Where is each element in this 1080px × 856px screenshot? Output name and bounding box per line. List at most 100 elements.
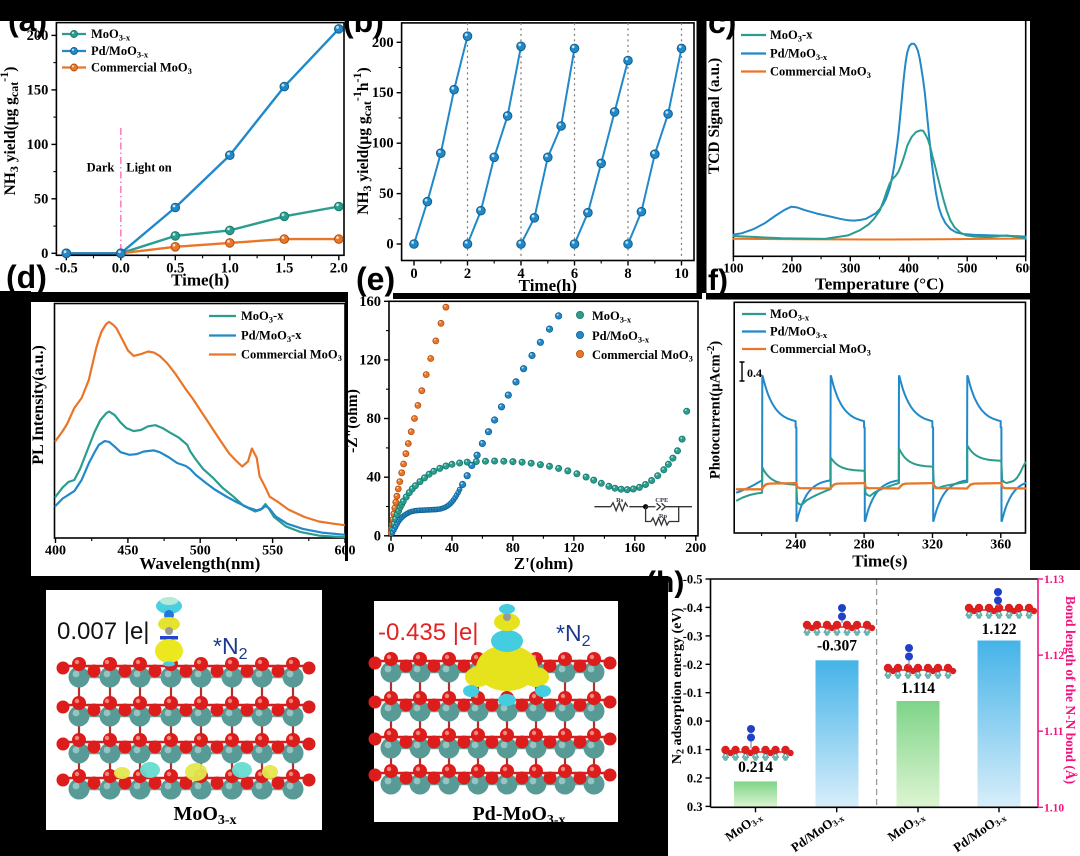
svg-text:Pd/MoO3-x: Pd/MoO3-x [788, 808, 846, 856]
svg-text:100: 100 [723, 260, 744, 275]
svg-text:MoO3-x: MoO3-x [91, 27, 131, 43]
svg-text:2: 2 [464, 266, 471, 282]
svg-text:Pd/MoO3-x: Pd/MoO3-x [950, 808, 1008, 856]
svg-text:Commercial MoO3: Commercial MoO3 [241, 348, 342, 364]
svg-text:-0.3: -0.3 [683, 629, 703, 643]
svg-text:-0.4: -0.4 [683, 601, 704, 615]
svg-text:200: 200 [372, 35, 394, 51]
svg-text:0: 0 [410, 266, 417, 282]
svg-text:Temperature (°C): Temperature (°C) [815, 274, 944, 293]
svg-text:-0.307: -0.307 [817, 638, 857, 655]
svg-text:MoO3-x: MoO3-x [722, 808, 765, 845]
svg-text:Time(h): Time(h) [171, 270, 229, 289]
svg-text:400: 400 [899, 260, 920, 275]
svg-text:TCD Signal (a.u.): TCD Signal (a.u.) [706, 58, 723, 174]
svg-text:0.007 |e|: 0.007 |e| [57, 618, 150, 645]
svg-text:-0.2: -0.2 [683, 658, 703, 672]
svg-text:80: 80 [367, 411, 382, 427]
svg-text:-0.5: -0.5 [55, 260, 78, 276]
svg-text:0.5: 0.5 [166, 260, 184, 276]
svg-text:Commercial MoO3: Commercial MoO3 [770, 342, 871, 358]
svg-text:6: 6 [571, 266, 578, 282]
svg-text:1.10: 1.10 [1044, 802, 1064, 814]
svg-text:10: 10 [674, 266, 689, 282]
svg-text:4: 4 [517, 266, 524, 282]
svg-text:8: 8 [624, 266, 631, 282]
svg-text:280: 280 [854, 538, 875, 553]
svg-text:-0.1: -0.1 [683, 686, 703, 700]
svg-text:160: 160 [359, 294, 381, 310]
svg-text:300: 300 [840, 260, 861, 275]
svg-text:Dark: Dark [87, 161, 115, 175]
svg-text:50: 50 [34, 191, 49, 207]
svg-text:0: 0 [386, 237, 393, 253]
svg-text:Time(s): Time(s) [852, 552, 907, 571]
svg-text:50: 50 [379, 186, 394, 202]
svg-text:0.3: 0.3 [687, 800, 703, 814]
svg-text:Bond length of the N-N bond (Å: Bond length of the N-N bond (Å) [1063, 596, 1078, 784]
svg-text:360: 360 [990, 538, 1011, 553]
svg-text:200: 200 [685, 541, 706, 556]
svg-text:320: 320 [922, 538, 943, 553]
svg-text:100: 100 [372, 136, 394, 152]
svg-text:Commercial MoO3: Commercial MoO3 [91, 61, 192, 77]
svg-text:NH3 yield(μg gcat-1h-1): NH3 yield(μg gcat-1h-1) [350, 67, 374, 214]
svg-text:Pd/MoO3-x: Pd/MoO3-x [770, 47, 828, 63]
svg-text:80: 80 [506, 541, 520, 556]
svg-text:0.2: 0.2 [687, 772, 703, 786]
svg-text:f): f) [708, 264, 728, 297]
svg-text:Commercial MoO3: Commercial MoO3 [770, 65, 871, 81]
svg-text:MoO3-x: MoO3-x [770, 307, 810, 323]
svg-text:Photocurrent(μAcm-2): Photocurrent(μAcm-2) [706, 341, 724, 479]
svg-text:Pd/MoO3-x: Pd/MoO3-x [91, 44, 149, 60]
svg-text:Pd/MoO3-x: Pd/MoO3-x [241, 328, 302, 344]
svg-text:0.1: 0.1 [687, 743, 703, 757]
svg-text:MoO3-x: MoO3-x [592, 309, 632, 325]
svg-text:(e): (e) [356, 261, 395, 297]
svg-text:240: 240 [785, 538, 806, 553]
svg-text:500: 500 [190, 544, 211, 559]
svg-text:MoO3-x: MoO3-x [885, 808, 928, 845]
svg-text:NH3 yield(μg gcat-1): NH3 yield(μg gcat-1) [0, 67, 21, 196]
svg-text:40: 40 [367, 470, 382, 486]
svg-text:1.5: 1.5 [275, 260, 293, 276]
svg-text:1.11: 1.11 [1044, 726, 1064, 738]
svg-text:1.114: 1.114 [901, 680, 935, 697]
svg-text:0.0: 0.0 [687, 715, 703, 729]
svg-text:CPE: CPE [655, 497, 668, 504]
svg-text:Rp: Rp [659, 513, 668, 520]
svg-text:550: 550 [262, 544, 283, 559]
svg-text:Rs: Rs [616, 497, 624, 504]
svg-text:-0.5: -0.5 [683, 573, 703, 587]
svg-text:100: 100 [27, 137, 49, 153]
svg-text:N2 adsorption energy (eV): N2 adsorption energy (eV) [670, 608, 687, 765]
svg-text:1.0: 1.0 [221, 260, 239, 276]
svg-text:-Z"(ohm): -Z"(ohm) [344, 389, 361, 453]
svg-text:150: 150 [27, 82, 49, 98]
svg-text:MoO3-x: MoO3-x [770, 28, 813, 44]
svg-text:40: 40 [445, 541, 459, 556]
svg-text:400: 400 [45, 544, 66, 559]
svg-text:PL Intensity(a.u.): PL Intensity(a.u.) [30, 345, 47, 465]
svg-text:-0.435 |e|: -0.435 |e| [378, 619, 479, 646]
svg-text:Z'(ohm): Z'(ohm) [514, 554, 574, 573]
svg-text:Pd/MoO3-x: Pd/MoO3-x [770, 325, 828, 341]
svg-text:450: 450 [117, 544, 138, 559]
svg-text:500: 500 [957, 260, 978, 275]
svg-text:120: 120 [359, 352, 381, 368]
svg-text:1.13: 1.13 [1044, 574, 1064, 586]
svg-text:0.0: 0.0 [112, 260, 130, 276]
svg-text:MoO3-x: MoO3-x [241, 309, 284, 325]
svg-text:200: 200 [782, 260, 803, 275]
svg-text:1.12: 1.12 [1044, 650, 1064, 662]
svg-text:2.0: 2.0 [330, 260, 348, 276]
svg-text:150: 150 [372, 85, 394, 101]
svg-text:0.4: 0.4 [747, 366, 762, 380]
svg-text:Commercial MoO3: Commercial MoO3 [592, 348, 693, 364]
svg-text:120: 120 [563, 541, 584, 556]
svg-text:Wavelength(nm): Wavelength(nm) [139, 554, 260, 573]
svg-text:0.214: 0.214 [738, 759, 773, 776]
svg-text:0: 0 [374, 528, 381, 544]
svg-text:0: 0 [388, 541, 395, 556]
svg-text:(d): (d) [6, 259, 47, 295]
